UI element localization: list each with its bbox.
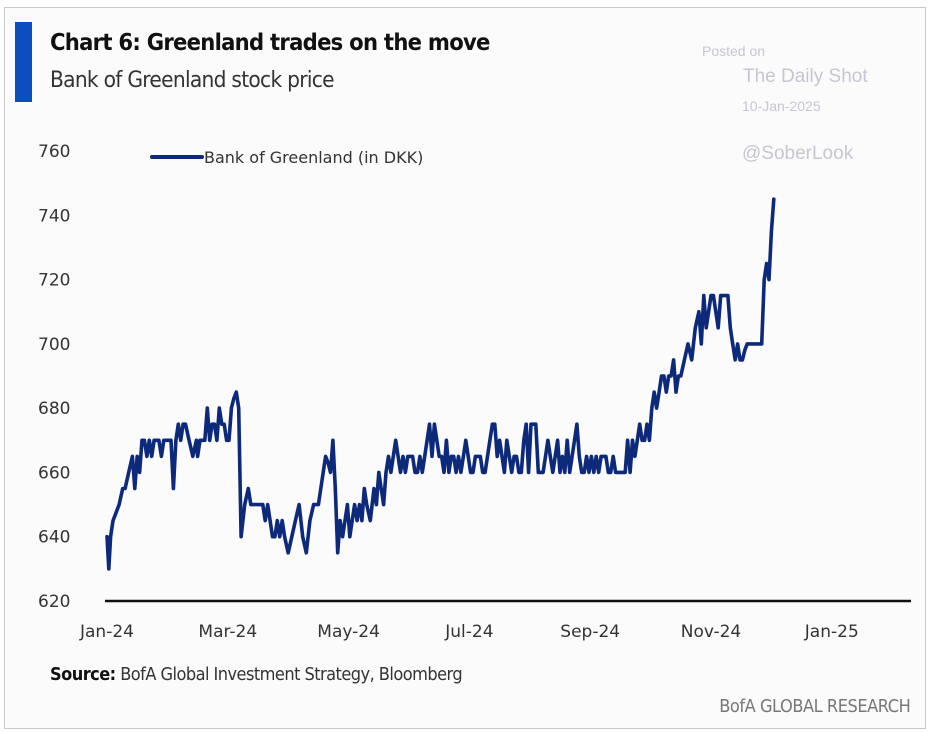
x-tick-label: Jul-24 (444, 622, 493, 642)
y-tick-label: 740 (38, 206, 70, 226)
y-tick-label: 720 (38, 271, 70, 291)
watermark-handle: @SoberLook (742, 143, 854, 164)
y-tick-label: 660 (38, 463, 70, 483)
chart-frame (4, 7, 926, 729)
accent-bar (15, 22, 32, 102)
watermark-site: The Daily Shot (743, 66, 868, 87)
y-tick-label: 620 (38, 592, 70, 612)
x-tick-label: May-24 (317, 622, 380, 642)
x-axis-ticks: Jan-24 Mar-24 May-24 Jul-24 Sep-24 Nov-24 Jan-… (79, 622, 859, 642)
x-tick-label: Jan-24 (79, 622, 134, 642)
y-axis-ticks: 620 640 660 680 700 720 740 760 (38, 142, 70, 612)
watermark-date: 10-Jan-2025 (742, 98, 821, 114)
x-tick-label: Sep-24 (560, 622, 620, 642)
y-tick-label: 700 (38, 335, 70, 355)
x-tick-label: Jan-25 (804, 622, 859, 642)
brand-label: BofA GLOBAL RESEARCH (718, 696, 911, 717)
chart-title: Chart 6: Greenland trades on the move (50, 30, 490, 56)
watermark-posted-on: Posted on (702, 43, 766, 59)
source-text: BofA Global Investment Strategy, Bloombe… (115, 664, 463, 685)
y-tick-label: 760 (38, 142, 70, 162)
legend: Bank of Greenland (in DKK) (150, 148, 423, 167)
y-tick-label: 680 (38, 399, 70, 419)
source-label: Source: (50, 664, 116, 685)
legend-label: Bank of Greenland (in DKK) (204, 148, 423, 167)
chart-subtitle: Bank of Greenland stock price (50, 68, 335, 93)
x-tick-label: Nov-24 (681, 622, 742, 642)
y-tick-label: 640 (38, 528, 70, 548)
x-tick-label: Mar-24 (198, 622, 257, 642)
source-note: Source: BofA Global Investment Strategy,… (50, 664, 463, 685)
series-group (105, 197, 776, 571)
series-line-bank-of-greenland (105, 197, 776, 571)
